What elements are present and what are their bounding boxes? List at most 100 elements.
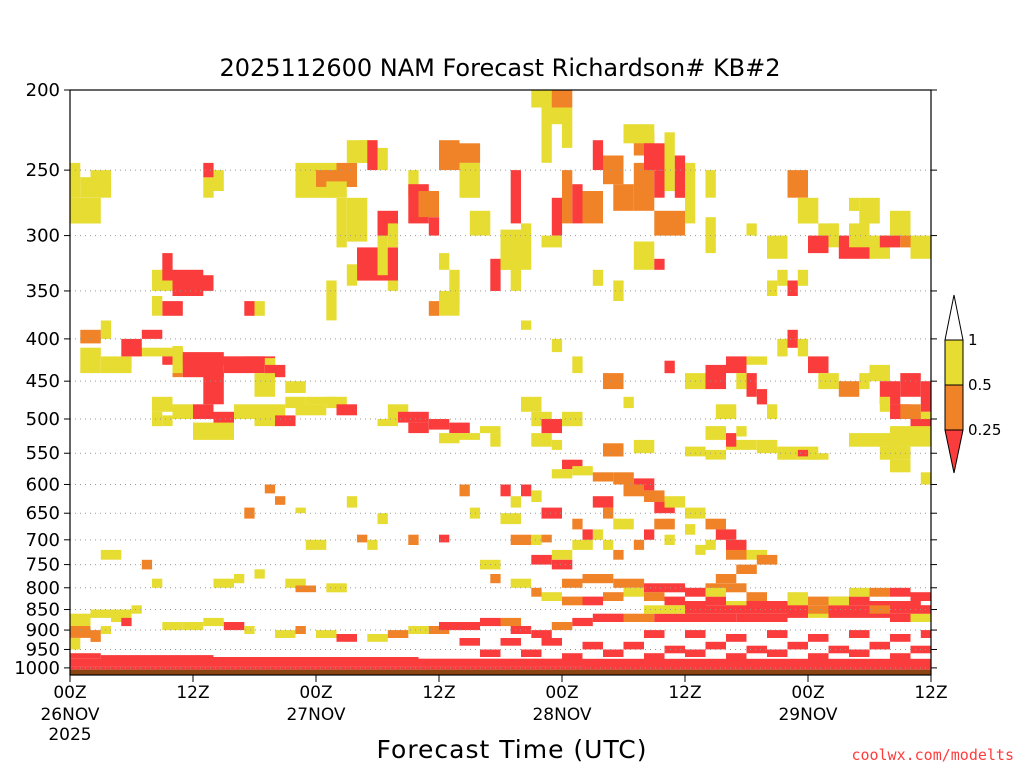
heatmap-cell: [531, 90, 542, 108]
heatmap-cell: [726, 439, 757, 450]
heatmap-cell: [264, 484, 276, 494]
heatmap-cell: [869, 641, 890, 650]
x-axis-label: Forecast Time (UTC): [377, 735, 648, 764]
plot-frame: [69, 89, 932, 676]
heatmap-cell: [141, 329, 163, 339]
heatmap-cell: [890, 634, 911, 642]
heatmap-cell: [869, 601, 890, 610]
heatmap-cell: [900, 373, 921, 397]
heatmap-cell: [551, 439, 563, 450]
heatmap-cell: [316, 630, 337, 638]
heatmap-cell: [295, 507, 306, 514]
heatmap-cell: [377, 419, 398, 427]
heatmap-cell: [603, 443, 624, 457]
heatmap-cell: [531, 433, 552, 447]
heatmap-cell: [367, 634, 388, 642]
heatmap-cell: [715, 404, 737, 419]
heatmap-cell: [295, 404, 327, 416]
heatmap-cell: [131, 347, 173, 357]
heatmap-cell: [777, 269, 788, 286]
heatmap-cell: [80, 347, 101, 374]
heatmap-cell: [849, 630, 870, 638]
heatmap-cell: [633, 241, 655, 270]
heatmap-cell: [531, 587, 542, 597]
heatmap-cell: [787, 592, 808, 601]
heatmap-cell: [70, 638, 81, 650]
credit-link[interactable]: coolwx.com/modelts: [851, 746, 1014, 764]
heatmap-cell: [428, 301, 440, 316]
heatmap-cell: [756, 439, 778, 454]
heatmap-cell: [439, 253, 450, 270]
x-tick-date: 28NOV: [532, 705, 591, 725]
heatmap-cell: [193, 275, 214, 291]
heatmap-cell: [551, 338, 563, 353]
heatmap-cell: [152, 411, 163, 427]
heatmap-cell: [193, 422, 234, 440]
x-tick-label: 12Z: [422, 683, 455, 703]
heatmap-cell: [182, 622, 204, 631]
heatmap-cell: [633, 539, 645, 550]
heatmap-cell: [654, 210, 686, 236]
heatmap-cell: [633, 439, 655, 454]
heatmap-cell: [859, 197, 880, 224]
heatmap-cell: [787, 662, 931, 668]
heatmap-cell: [551, 559, 573, 570]
heatmap-cell: [459, 162, 480, 198]
heatmap-cell: [480, 426, 501, 434]
heatmap-cell: [623, 587, 644, 597]
heatmap-cell: [70, 613, 91, 626]
heatmap-cell: [459, 484, 470, 497]
ground-strip: [70, 669, 931, 675]
heatmap-cell: [644, 529, 655, 540]
heatmap-cell: [357, 534, 368, 543]
y-tick-label: 650: [26, 503, 60, 524]
heatmap-cell: [172, 404, 193, 419]
heatmap-cell: [674, 155, 686, 198]
heatmap-cell: [808, 653, 829, 661]
heatmap-cell: [449, 422, 470, 434]
heatmap-cell: [531, 490, 542, 502]
heatmap-cell: [162, 415, 173, 427]
colorbar: 1 0.5 0.25: [944, 294, 1001, 474]
heatmap-cell: [633, 162, 655, 211]
heatmap-cell: [387, 280, 399, 291]
heatmap-cell: [838, 596, 870, 606]
heatmap-cell: [510, 170, 521, 224]
heatmap-cell: [459, 638, 480, 646]
heatmap-cell: [254, 301, 265, 316]
heatmap-cell: [603, 539, 614, 550]
heatmap-cell: [879, 396, 891, 412]
heatmap-cell: [726, 653, 747, 661]
y-tick-label: 350: [26, 281, 60, 302]
heatmap-cell: [900, 404, 921, 419]
heatmap-cell: [685, 587, 706, 597]
heatmap-cell: [152, 396, 173, 412]
heatmap-cell: [295, 585, 316, 593]
heatmap-cell: [767, 613, 788, 622]
heatmap-cell: [510, 578, 532, 588]
heatmap-cell: [90, 609, 111, 618]
heatmap-cell: [664, 496, 685, 508]
heatmap-cell: [264, 358, 276, 371]
y-tick-label: 400: [26, 329, 60, 350]
heatmap-cell: [541, 419, 562, 434]
heatmap-cell: [346, 496, 358, 508]
heatmap-cell: [582, 641, 603, 650]
heatmap-cell: [849, 587, 870, 597]
heatmap-cell: [203, 177, 214, 198]
heatmap-cell: [572, 518, 583, 530]
heatmap-cell: [244, 507, 255, 519]
heatmap-cell: [90, 630, 101, 642]
heatmap-cell: [500, 484, 511, 497]
heatmap-cell: [828, 645, 849, 654]
heatmap-cell: [644, 630, 665, 638]
heatmap-cell: [244, 356, 265, 367]
y-tick-label: 700: [26, 530, 60, 551]
heatmap-cell: [213, 170, 224, 191]
heatmap-cell: [705, 596, 726, 606]
heatmap-cell: [213, 578, 234, 588]
heatmap-cell: [336, 404, 357, 416]
heatmap-cell: [746, 373, 757, 397]
heatmap-cell: [603, 155, 624, 185]
heatmap-cell: [121, 617, 132, 627]
